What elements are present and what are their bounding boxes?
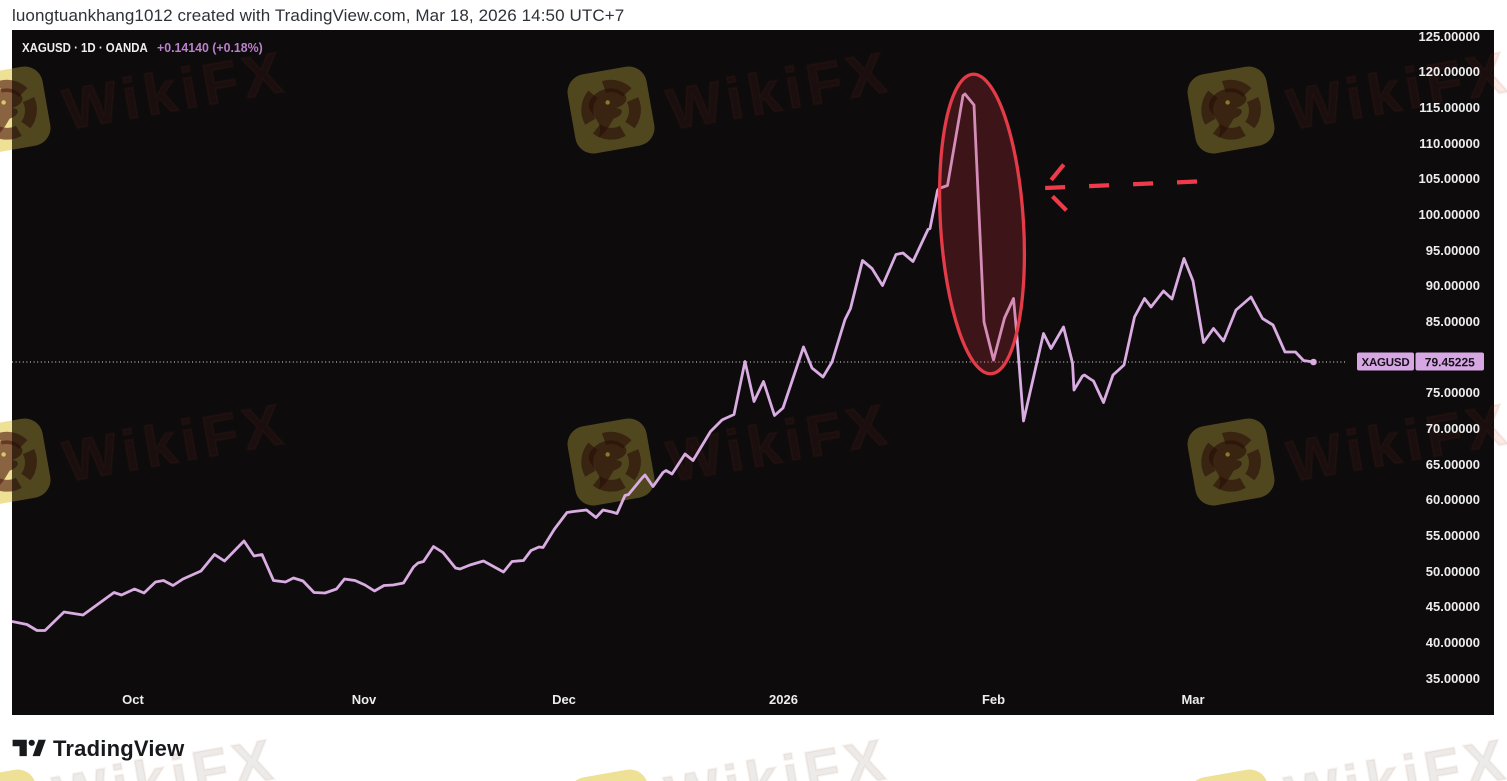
svg-text:WikiFX: WikiFX [1282, 39, 1494, 142]
svg-text:WikiFX: WikiFX [662, 391, 896, 494]
svg-text:WikiFX: WikiFX [1282, 391, 1494, 494]
svg-text:XAGUSD: XAGUSD [1361, 357, 1409, 369]
svg-text:79.45225: 79.45225 [1425, 355, 1475, 369]
svg-text:WikiFX: WikiFX [662, 39, 896, 142]
svg-text:WikiFX: WikiFX [58, 391, 292, 494]
